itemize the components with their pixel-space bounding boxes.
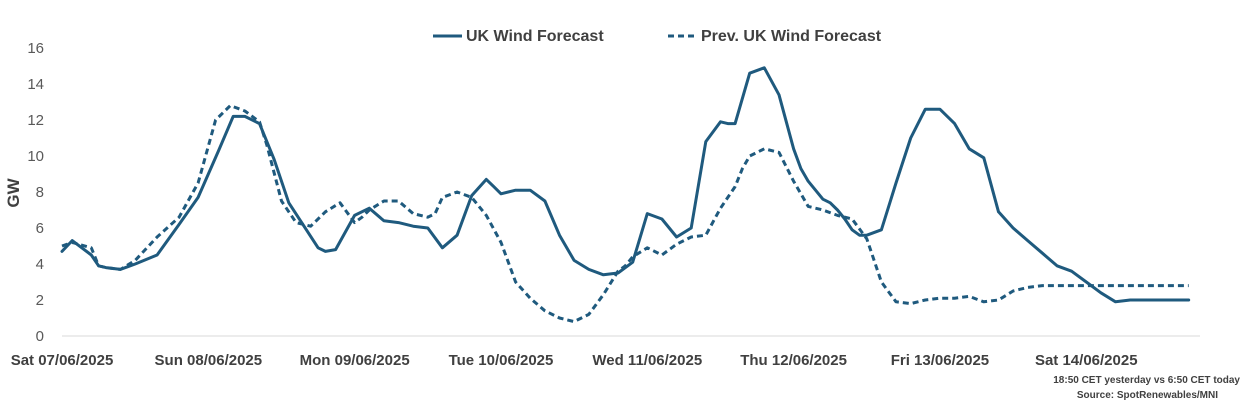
y-axis-ticks: 0 2 4 6 8 10 12 14 16 bbox=[27, 40, 44, 345]
x-tick-label: Tue 10/06/2025 bbox=[449, 352, 554, 369]
y-axis-label: GW bbox=[4, 177, 23, 207]
y-tick-label: 12 bbox=[27, 112, 44, 129]
y-tick-label: 16 bbox=[27, 40, 44, 57]
x-tick-label: Thu 12/06/2025 bbox=[740, 352, 847, 369]
legend: UK Wind Forecast Prev. UK Wind Forecast bbox=[433, 28, 882, 45]
x-tick-label: Sat 14/06/2025 bbox=[1035, 352, 1138, 369]
footnote-comparison: 18:50 CET yesterday vs 6:50 CET today bbox=[1053, 375, 1240, 386]
y-tick-label: 14 bbox=[27, 76, 44, 93]
y-tick-label: 4 bbox=[36, 256, 44, 273]
legend-label-prev-uk-wind-forecast: Prev. UK Wind Forecast bbox=[701, 28, 882, 45]
x-tick-label: Fri 13/06/2025 bbox=[891, 352, 989, 369]
footnote-source: Source: SpotRenewables/MNI bbox=[1077, 390, 1218, 401]
x-tick-label: Sun 08/06/2025 bbox=[155, 352, 263, 369]
series-line-prev-uk-wind-forecast bbox=[61, 104, 1189, 324]
y-tick-label: 6 bbox=[36, 220, 44, 237]
series-lines bbox=[60, 66, 1191, 324]
x-tick-label: Wed 11/06/2025 bbox=[592, 352, 702, 369]
x-tick-label: Mon 09/06/2025 bbox=[300, 352, 410, 369]
x-axis-ticks: Sat 07/06/2025 Sun 08/06/2025 Mon 09/06/20… bbox=[11, 352, 1138, 369]
series-line-uk-wind-forecast bbox=[60, 66, 1191, 304]
y-tick-label: 10 bbox=[27, 148, 44, 165]
x-tick-label: Sat 07/06/2025 bbox=[11, 352, 114, 369]
legend-label-uk-wind-forecast: UK Wind Forecast bbox=[466, 28, 604, 45]
y-tick-label: 0 bbox=[36, 328, 44, 345]
y-tick-label: 8 bbox=[36, 184, 44, 201]
y-tick-label: 2 bbox=[36, 292, 44, 309]
